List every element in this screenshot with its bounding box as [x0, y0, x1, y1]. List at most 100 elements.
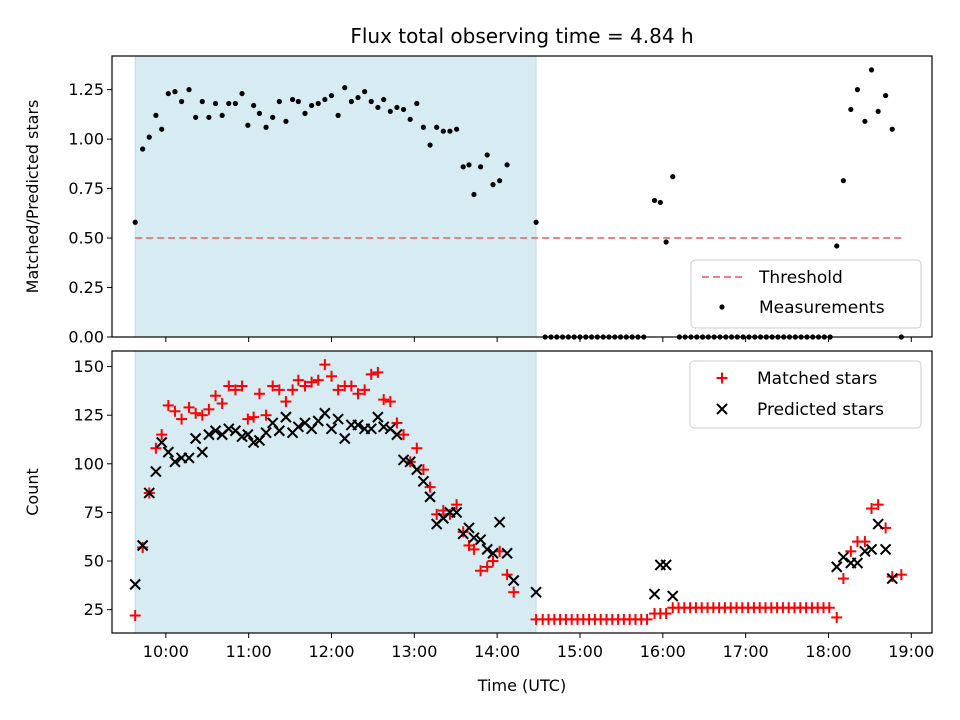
measurement-point	[283, 118, 289, 124]
predicted-point-b	[879, 543, 892, 556]
predicted-point	[474, 533, 487, 546]
predicted-point-b	[487, 547, 499, 559]
count-panel: 25 50 75 100 125 150 10:00 11:00 12:00 13:00 14:0…	[23, 350, 934, 695]
measurement-point	[295, 98, 301, 105]
count-panel-shaded-span	[134, 350, 537, 634]
predicted-point	[872, 518, 884, 530]
matched-point	[372, 366, 384, 378]
measurement-point	[355, 94, 361, 101]
x-tick-label: 11:00	[226, 642, 272, 661]
y-tick-label: 25	[84, 600, 104, 619]
predicted-point	[831, 561, 843, 573]
chart-title: Flux total observing time = 4.84 h	[350, 24, 693, 48]
y-tick-label: 0.50	[68, 229, 104, 248]
predicted-point	[189, 432, 202, 445]
predicted-point-b	[417, 475, 430, 488]
predicted-point-b	[865, 543, 878, 556]
predicted-point-b	[129, 578, 141, 591]
matched-point	[196, 409, 208, 421]
predicted-point	[411, 463, 423, 476]
predicted-point-b	[169, 456, 181, 468]
measurement-point	[342, 85, 348, 91]
legend-threshold-label: Threshold	[758, 268, 843, 288]
matched-point	[210, 390, 222, 402]
matched-point	[325, 370, 337, 382]
legend-predicted-marker	[716, 403, 728, 415]
predicted-point-b	[384, 423, 397, 435]
x-axis-label: Time (UTC)	[477, 676, 566, 695]
measurement-point	[239, 90, 245, 97]
predicted-point-b	[837, 551, 850, 563]
matched-point	[457, 526, 469, 538]
predicted-point	[886, 572, 898, 585]
predicted-point-b	[404, 456, 416, 468]
predicted-point-b	[391, 428, 403, 441]
measurement-point	[497, 178, 503, 184]
predicted-point	[450, 506, 463, 519]
predicted-point	[365, 423, 377, 435]
predicted-point-b	[352, 419, 364, 431]
measurement-point	[840, 178, 846, 184]
matched-point	[248, 411, 260, 423]
predicted-point	[325, 423, 338, 435]
measurement-point	[420, 124, 427, 130]
matched-point	[837, 573, 849, 585]
measurement-point	[328, 92, 335, 99]
predicted-point-b	[493, 516, 506, 528]
count-panel-x-ticks: 10:00 11:00 12:00 13:00 14:00 15:00 16:00 17:00…	[143, 633, 934, 661]
predicted-point	[183, 452, 195, 464]
matched-point	[424, 481, 436, 493]
legend-measurements-label: Measurements	[759, 298, 885, 318]
measurement-point	[368, 98, 374, 105]
matched-point	[823, 602, 835, 614]
legend-predicted-swatch	[716, 403, 728, 415]
measurement-point	[670, 174, 676, 180]
x-tick-label: 17:00	[723, 642, 769, 661]
predicted-point-b	[468, 531, 480, 544]
ratio-panel-frame	[111, 55, 933, 338]
predicted-point	[169, 456, 181, 468]
measurement-point	[302, 110, 308, 116]
measurement-point	[199, 98, 205, 105]
predicted-point-b	[196, 446, 208, 458]
predicted-point	[273, 425, 286, 437]
count-panel-frame	[111, 350, 933, 634]
x-tick-label: 10:00	[143, 642, 189, 661]
predicted-point-b	[266, 417, 279, 429]
y-tick-label: 125	[73, 406, 104, 425]
measurement-point	[219, 112, 225, 118]
matched-point	[384, 396, 396, 408]
predicted-point-b	[365, 423, 377, 435]
matched-point	[203, 403, 215, 415]
ratio-panel-legend-box	[690, 259, 922, 329]
predicted-point-b	[183, 452, 195, 464]
measurement-point	[146, 134, 152, 140]
predicted-point	[667, 590, 679, 602]
measurement-point	[172, 89, 178, 95]
measurement-point	[854, 87, 861, 93]
predicted-point-b	[450, 506, 463, 519]
predicted-point	[136, 539, 149, 552]
matched-point	[641, 613, 653, 625]
x-tick-label: 18:00	[805, 642, 851, 661]
predicted-point	[463, 522, 475, 534]
count-panel-y-axis-label: Count	[23, 468, 42, 516]
measurement-point	[453, 126, 460, 132]
matched-point	[312, 374, 324, 386]
matched-point	[273, 384, 285, 396]
y-tick-label: 1.25	[68, 80, 104, 99]
matched-point	[332, 384, 344, 396]
predicted-point-b	[339, 432, 351, 445]
measurement-point	[394, 104, 400, 111]
matched-point	[287, 384, 299, 396]
matched-point	[872, 499, 884, 511]
measurement-point	[186, 87, 192, 93]
predicted-point	[377, 421, 390, 433]
y-tick-label: 100	[73, 454, 104, 473]
predicted-point	[339, 432, 351, 445]
predicted-point-b	[372, 411, 384, 423]
measurement-point	[400, 106, 407, 113]
matched-point	[236, 380, 248, 392]
matched-point	[183, 401, 195, 413]
